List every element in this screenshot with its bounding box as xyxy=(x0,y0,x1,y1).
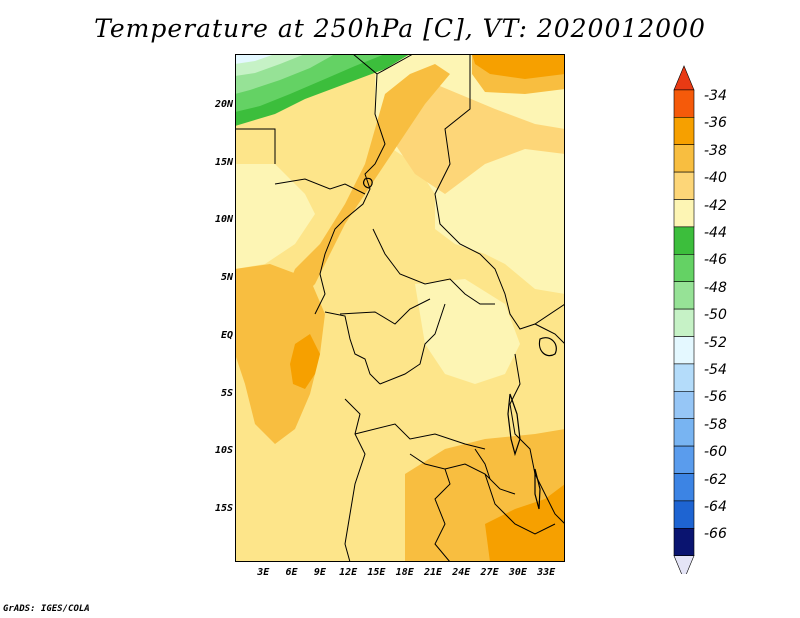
border-line xyxy=(474,448,491,480)
contour-minus36-coastal-core xyxy=(290,334,320,389)
colorbar-band xyxy=(673,336,695,365)
lon-label: 33E xyxy=(537,567,556,578)
lat-label: 5S xyxy=(220,387,233,399)
colorbar-value: -64 xyxy=(704,499,727,515)
border-line xyxy=(372,228,495,305)
border-line xyxy=(484,473,556,535)
colorbar-band xyxy=(673,308,695,337)
border-line xyxy=(376,54,414,75)
colorbar-band xyxy=(673,226,695,255)
colorbar-band xyxy=(673,171,695,200)
lakes xyxy=(363,177,557,510)
border-line xyxy=(344,398,366,562)
colorbar-band xyxy=(673,390,695,419)
lon-label: 24E xyxy=(452,567,471,578)
colorbar-value: -40 xyxy=(704,170,727,187)
border-line xyxy=(409,453,451,562)
colorbar-bottom-arrow xyxy=(673,555,695,574)
border-line xyxy=(235,128,276,164)
lon-label: 15E xyxy=(367,567,386,578)
map-frame xyxy=(235,54,565,562)
border-line xyxy=(509,353,565,525)
colorbar-band xyxy=(673,500,695,529)
colorbar-value: -54 xyxy=(704,362,727,378)
lon-label: 18E xyxy=(395,567,414,578)
lon-label: 12E xyxy=(339,567,358,578)
contour-minus42-center xyxy=(415,279,520,384)
colorbar-band xyxy=(673,527,695,556)
colorbar-band xyxy=(673,199,695,228)
colorbar xyxy=(673,65,695,574)
colorbar-value: -46 xyxy=(704,252,727,269)
colorbar-value: -60 xyxy=(704,444,727,461)
border-line xyxy=(314,54,386,315)
colorbar-value: -58 xyxy=(704,416,727,433)
colorbar-value: -62 xyxy=(704,471,727,488)
grads-credit: GrADS: IGES/COLA xyxy=(3,604,90,614)
colorbar-band xyxy=(673,418,695,447)
colorbar-value: -66 xyxy=(704,526,727,543)
lake-malawi xyxy=(534,468,541,510)
colorbar-value: -38 xyxy=(704,142,727,159)
border-line xyxy=(534,323,565,345)
colorbar-value: -36 xyxy=(704,115,727,132)
lake-chad xyxy=(363,177,373,189)
colorbar-value: -42 xyxy=(704,197,727,214)
border-line xyxy=(434,54,565,330)
contour-minus36-northeast-core xyxy=(472,54,565,79)
country-borders xyxy=(235,54,565,562)
border-line xyxy=(274,178,366,195)
map-title: Temperature at 250hPa [C], VT: 202001200… xyxy=(94,14,706,43)
colorbar-value: -48 xyxy=(704,279,727,296)
lat-label: 10S xyxy=(214,445,233,457)
border-line xyxy=(339,298,431,325)
colorbar-band xyxy=(673,144,695,173)
contour-minus42-west xyxy=(235,164,315,269)
contour-minus36-southeast-core xyxy=(485,484,565,562)
temperature-map xyxy=(235,54,565,562)
colorbar-band xyxy=(673,445,695,474)
lake-tanganyika xyxy=(507,393,521,457)
contour-minus38-ridge-north xyxy=(285,64,450,304)
colorbar-value: -52 xyxy=(704,334,727,351)
lat-label: 5N xyxy=(220,272,233,284)
colorbar-value: -34 xyxy=(704,88,727,104)
lon-label: 6E xyxy=(285,567,298,578)
colorbar-band xyxy=(673,281,695,310)
contour-minus40-band xyxy=(385,84,565,194)
lat-label: EQ xyxy=(220,329,233,341)
colorbar-band xyxy=(673,363,695,392)
lon-label: 27E xyxy=(480,567,499,578)
colorbar-value: -44 xyxy=(704,225,727,241)
contour-minus38-coastal xyxy=(235,264,325,444)
lat-label: 15S xyxy=(214,503,233,515)
lon-label: 21E xyxy=(423,567,443,578)
colorbar-band xyxy=(673,89,695,118)
colorbar-band xyxy=(673,116,695,145)
lon-label: 3E xyxy=(257,567,270,578)
lat-label: 15N xyxy=(214,156,233,168)
lon-label: 9E xyxy=(313,567,326,578)
colorbar-band xyxy=(673,253,695,282)
lake-victoria xyxy=(538,337,557,357)
colorbar-top-arrow xyxy=(673,65,695,91)
colorbar-value: -50 xyxy=(704,307,727,324)
lat-label: 20N xyxy=(214,98,233,110)
border-line xyxy=(324,311,381,385)
colorbar-value: -56 xyxy=(704,389,727,406)
border-line xyxy=(379,303,446,385)
lon-label: 30E xyxy=(508,567,527,578)
colorbar-band xyxy=(673,473,695,502)
lat-label: 10N xyxy=(214,214,233,226)
contour-minus52-northwest xyxy=(235,54,275,64)
border-line xyxy=(354,423,486,450)
